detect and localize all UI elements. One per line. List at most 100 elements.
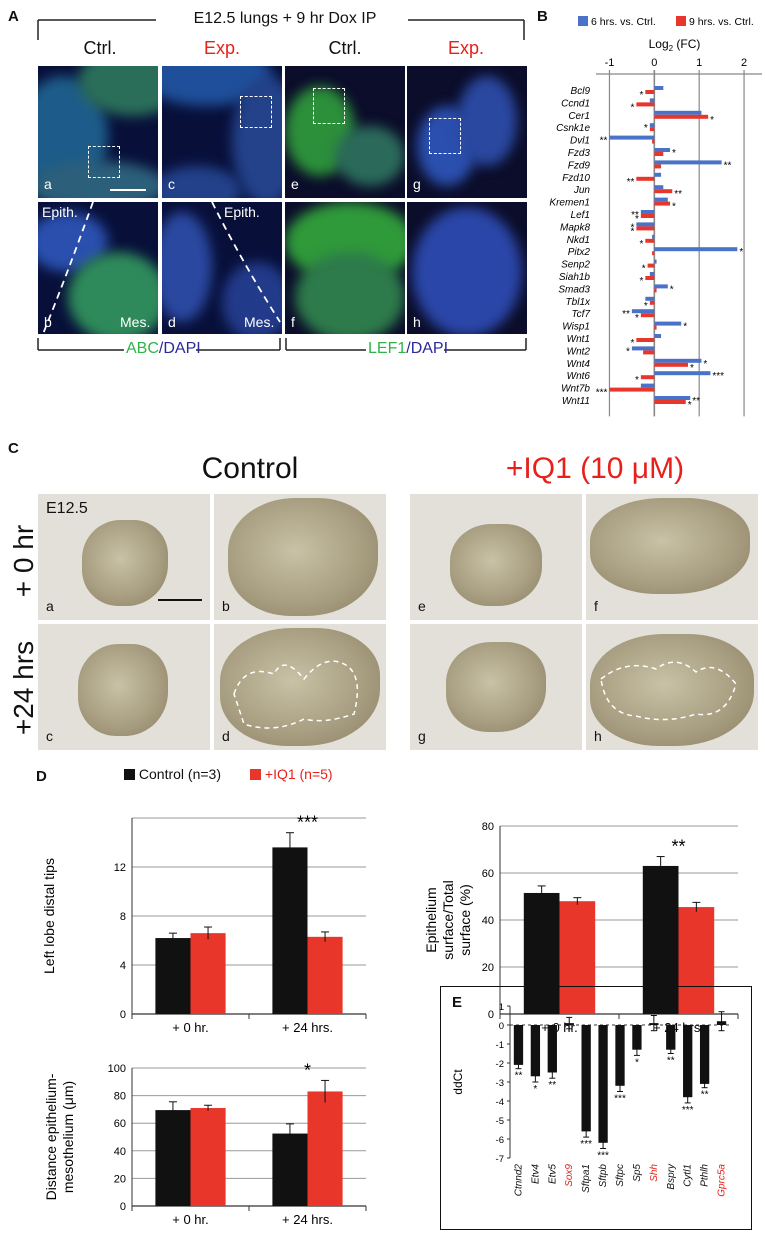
legend-label-9h: 9 hrs. vs. Ctrl. (689, 16, 754, 28)
bar-Wnt4-6h (654, 358, 702, 363)
d3-ytick-0: 0 (120, 1201, 126, 1213)
bar-Mapk8-9h (636, 226, 655, 231)
bar-Wnt7b-6h (640, 383, 655, 388)
sig-Wnt2-6h: * (626, 346, 630, 357)
e-bar-Bspry (666, 1025, 676, 1050)
bar-Wnt6-6h (654, 371, 711, 376)
iq1-title: +IQ1 (10 μM) (505, 452, 685, 485)
sig-Mapk8-6h: * (630, 222, 634, 233)
gene-label-Wnt11: Wnt11 (562, 396, 590, 407)
sig-Ccnd1-9h: * (630, 102, 634, 113)
e-bar-Sftpa1 (581, 1025, 591, 1132)
gene-label-Fzd3: Fzd3 (568, 148, 591, 159)
panel-a-bracket (37, 19, 525, 40)
gene-label-Kremen1: Kremen1 (549, 198, 590, 209)
d1-bar-1-control (272, 847, 308, 1014)
e-xlabel-Sftpb: Sftpb (598, 1164, 609, 1188)
sublabel-d: d (168, 314, 176, 330)
sublabel-c-g: g (418, 728, 426, 744)
d2-bar-1-control (642, 865, 679, 1014)
panel-a-letter: A (8, 8, 19, 25)
d3-ytick-2: 40 (114, 1146, 126, 1158)
e-ytick-6: -5 (496, 1116, 504, 1127)
e-xlabel-Cytl1: Cytl1 (683, 1164, 694, 1187)
gene-label-Smad3: Smad3 (558, 284, 590, 295)
e-bar-Sp5 (632, 1025, 642, 1050)
x-tick-1: 0 (651, 57, 657, 69)
header-exp-1: Exp. (203, 38, 241, 58)
d1-ytick-1: 4 (120, 960, 126, 972)
bar-Mapk8-6h (636, 222, 655, 227)
bar-Kremen1-6h (654, 197, 668, 202)
d3-bar-1-control (272, 1133, 308, 1206)
bar-Ccnd1-9h (636, 102, 655, 107)
micrograph-d: Epith. Mes. d (162, 202, 282, 334)
d3-ylabel-0: Distance epithelium- (43, 1073, 59, 1200)
micrograph-g: g (407, 66, 527, 198)
d2-ytick-3: 60 (482, 868, 494, 880)
d1-xlabel-0: + 0 hr. (172, 1020, 209, 1035)
bar-Lef1-6h (640, 210, 655, 214)
sig-Lef1-9h: * (635, 214, 639, 225)
stage-label: E12.5 (46, 500, 88, 517)
sig-Tcf7-9h: * (635, 313, 639, 324)
sig-Tbl1x-9h: * (644, 301, 648, 312)
e-bar-Ctnnd2 (513, 1025, 524, 1065)
e-ytick-3: -2 (496, 1059, 504, 1070)
panel-e-box (440, 986, 752, 1230)
e-xlabel-Sp5: Sp5 (632, 1164, 643, 1182)
e-sig-Pthlh: ** (701, 1090, 709, 1101)
bar-Fzd3-6h (654, 148, 671, 152)
e-bar-Etv4 (530, 1025, 541, 1077)
gene-label-Cer1: Cer1 (568, 111, 590, 122)
bar-Wisp1-6h (654, 321, 682, 326)
photo-e: e (410, 494, 582, 620)
d2-sig-1: ** (671, 837, 685, 857)
gene-label-Dvl1: Dvl1 (570, 136, 590, 147)
bar-Nkd1-9h (645, 238, 655, 243)
panel-b-chart: 6 hrs. vs. Ctrl. 9 hrs. vs. Ctrl. Log2 (FC… (549, 16, 762, 417)
bar-Wnt2-9h (643, 350, 655, 355)
d1-ytick-0: 0 (120, 1009, 126, 1021)
bar-Wnt11-9h (654, 400, 686, 404)
e-bar-Etv5 (547, 1025, 557, 1073)
e-ytick-0: 1 (499, 1002, 504, 1013)
sig-Wnt6-9h: * (635, 375, 639, 386)
d3-bar-0-iq1 (190, 1108, 226, 1206)
bar-Csnk1e-6h (649, 123, 655, 128)
sublabel-c: c (168, 176, 175, 192)
legend-swatch-6h (578, 16, 588, 26)
e-xlabel-Sox9: Sox9 (564, 1164, 575, 1187)
d3-bar-1-iq1 (307, 1091, 343, 1206)
e-xlabel-Etv5: Etv5 (547, 1164, 558, 1184)
gene-label-Senp2: Senp2 (561, 260, 590, 271)
gene-label-Tcf7: Tcf7 (571, 309, 590, 320)
gene-label-Mapk8: Mapk8 (560, 222, 590, 233)
gene-label-Ccnd1: Ccnd1 (561, 98, 590, 109)
d3-bar-0-control (155, 1110, 191, 1206)
bar-Smad3-9h (654, 288, 657, 293)
d2-ylabel-2: surface (%) (457, 884, 473, 956)
panel-a-title: E12.5 lungs + 9 hr Dox IP (193, 10, 377, 27)
gene-label-Wnt7b: Wnt7b (561, 384, 590, 395)
sublabel-c-c: c (46, 728, 53, 744)
e-ytick-8: -7 (496, 1154, 504, 1165)
e-xlabel-Pthlh: Pthlh (700, 1164, 711, 1187)
gene-label-Jun: Jun (573, 185, 591, 196)
e-sig-Etv5: ** (548, 1080, 556, 1091)
bar-Wnt11-6h (654, 396, 691, 400)
legend-control-swatch (124, 769, 135, 780)
e-ytick-7: -6 (496, 1135, 504, 1146)
header-ctrl-2: Ctrl. (328, 38, 362, 58)
micrograph-e: e (285, 66, 405, 198)
d2-ytick-2: 40 (482, 915, 494, 927)
d2-ytick-0: 0 (488, 1009, 494, 1021)
control-title: Control (201, 452, 299, 485)
d3-ytick-1: 20 (114, 1173, 126, 1185)
e-sig-Sftpa1: *** (580, 1139, 592, 1150)
panel-d-letter: D (36, 768, 47, 785)
micrograph-b: Epith. Mes. b (38, 202, 158, 334)
gene-label-Wnt1: Wnt1 (567, 334, 590, 345)
e-xlabel-Ctnnd2: Ctnnd2 (513, 1164, 524, 1197)
